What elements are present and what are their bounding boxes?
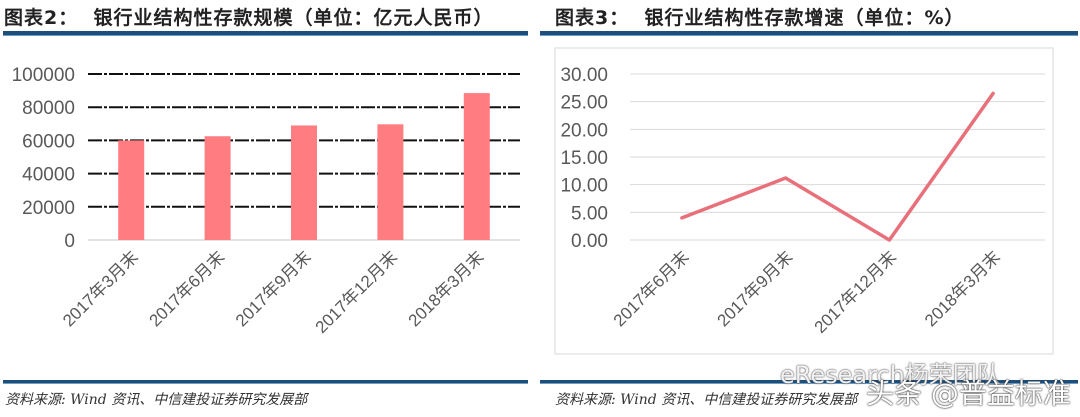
watermark-toutiao: 头条 @普益标准 [866,377,1071,410]
x-tick-label: 2017年6月末 [610,247,693,330]
right-bottom-rule [540,380,1078,384]
y-tick-label: 0.00 [571,231,608,252]
y-tick-label: 0 [64,231,75,252]
left-chart-title: 图表2： 银行业结构性存款规模（单位：亿元人民币） [4,7,494,29]
y-tick-label: 5.00 [571,203,608,224]
x-tick-label: 2018年3月末 [921,247,1004,330]
bar [204,136,231,240]
y-tick-label: 25.00 [560,93,608,114]
y-tick-label: 60000 [22,131,75,152]
bar [377,124,404,240]
chart-frame [554,47,1054,355]
x-tick-label: 2017年12月末 [312,247,402,337]
y-tick-label: 30.00 [560,65,608,86]
y-tick-label: 20.00 [560,120,608,141]
y-tick-label: 40000 [22,165,75,186]
x-tick-label: 2017年9月末 [232,247,315,330]
x-tick-label: 2017年6月末 [145,247,228,330]
left-bottom-rule [3,380,528,384]
right-chart-title: 图表3： 银行业结构性存款增速（单位：%） [555,7,965,29]
line-chart: 0.00 5.00 10.00 15.00 20.00 25.00 30.00 2017年6月… [554,47,1054,355]
bar [118,140,145,240]
y-tick-label: 80000 [22,98,75,119]
y-tick-label: 10.00 [560,176,608,197]
right-title-rule [540,31,1078,36]
x-tick-label: 2018年3月末 [405,247,488,330]
bar [291,125,317,240]
left-source-note: 资料来源: Wind 资讯、中信建投证券研究发展部 [5,392,308,408]
y-tick-label: 15.00 [560,148,608,169]
y-tick-label: 100000 [12,65,75,86]
x-tick-label: 2017年9月末 [714,247,797,330]
y-tick-label: 20000 [22,198,75,219]
data-line [680,91,995,242]
x-tick-label: 2017年12月末 [811,247,901,337]
watermark-eresearch: eResearch杨荣团队 [780,361,1001,389]
left-title-rule [3,31,528,36]
right-source-note: 资料来源: Wind 资讯、中信建投证券研究发展部 [555,392,858,408]
bar [463,93,490,240]
x-tick-label: 2017年3月末 [59,247,142,330]
